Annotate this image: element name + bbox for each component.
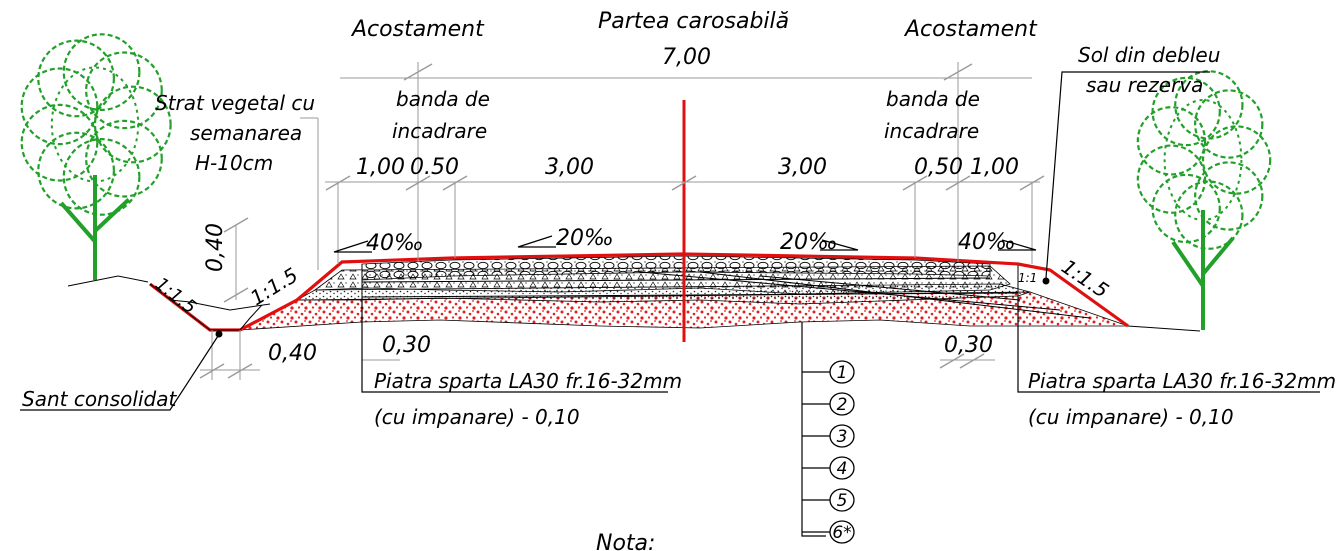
- layer-legend-number: 4: [837, 459, 848, 479]
- tree-foliage: [50, 66, 140, 183]
- tree-foliage: [93, 85, 172, 164]
- tree-foliage: [1174, 180, 1244, 250]
- tree-foliage: [37, 39, 115, 118]
- label-ditch: Sant consolidat: [22, 387, 177, 411]
- layer-legend-circle: [829, 456, 855, 480]
- layer-legend-circle: [829, 424, 855, 448]
- label-carriageway: Partea carosabilă: [598, 9, 789, 34]
- layer-legend-circle: [829, 488, 855, 512]
- tree-foliage: [1194, 161, 1264, 231]
- height-040: 0,40: [203, 223, 228, 272]
- tree-foliage: [62, 137, 141, 216]
- layer-legend-number: 1: [837, 363, 848, 383]
- tree-foliage: [62, 33, 141, 112]
- tree-foliage: [85, 51, 163, 130]
- leader-lines: [20, 71, 1320, 537]
- tree-foliage: [1201, 125, 1272, 195]
- label-banda-right-1: banda de: [886, 87, 980, 111]
- ditch: [149, 283, 271, 338]
- tree-right-icon: [1136, 70, 1272, 330]
- ratio-ditch: 1:1.5: [151, 273, 200, 318]
- label-soil-1: Sol din debleu: [1078, 43, 1220, 67]
- dim-030-right: 0,30: [944, 333, 993, 358]
- tree-foliage: [1163, 99, 1243, 221]
- label-acostament-left: Acostament: [350, 17, 485, 42]
- label-stone-right-2: (cu impanare) - 0,10: [1028, 405, 1234, 429]
- tree-trunk: [59, 175, 131, 280]
- layer-macadam: [361, 255, 991, 281]
- layer-legend-number: 6*: [832, 523, 851, 543]
- layer-line-1: [361, 277, 991, 283]
- ground-line-right: [1127, 325, 1201, 332]
- label-acostament-right: Acostament: [903, 17, 1038, 42]
- label-stone-left-2: (cu impanare) - 0,10: [374, 405, 580, 429]
- slope-left-40: 40‰: [366, 231, 424, 256]
- dim-left-300: 3,00: [545, 155, 594, 180]
- label-vegetal-3: H-10cm: [195, 151, 273, 175]
- tree-foliage: [1136, 144, 1207, 214]
- layer-legend-circle: [829, 520, 855, 544]
- tree-foliage: [37, 131, 115, 210]
- dim-right-100: 1,00: [970, 155, 1019, 180]
- tree-foliage: [1151, 173, 1221, 244]
- tree-foliage: [1194, 89, 1264, 159]
- tree-foliage: [20, 67, 99, 146]
- tree-foliage: [1136, 106, 1207, 176]
- slope-left-20: 20‰: [556, 226, 614, 251]
- layer-legend-number: 5: [837, 491, 848, 511]
- slope-arrows: [333, 235, 1037, 253]
- layer-line-2: [361, 292, 1019, 298]
- ground-line-left: [67, 275, 149, 287]
- tree-foliage: [1151, 76, 1221, 147]
- layer-legend-number: 3: [837, 427, 848, 447]
- layer-legend-number: 2: [837, 395, 848, 415]
- dim-030-left: 0,30: [382, 333, 431, 358]
- layer-legend: 1 2 3 4 5 6*: [802, 360, 855, 544]
- tree-foliage: [85, 119, 163, 198]
- dim-left-100: 1,00: [356, 155, 405, 180]
- label-vegetal-2: semanarea: [190, 121, 302, 145]
- tree-left-icon: [20, 33, 172, 280]
- width-040: 0,40: [268, 341, 317, 366]
- dim-left-050: 0.50: [410, 155, 459, 180]
- label-vegetal-1: Strat vegetal cu: [155, 91, 315, 115]
- diagonal-hatch: [639, 271, 1091, 319]
- tree-trunk: [1171, 210, 1235, 330]
- dimension-lines: [199, 62, 1045, 380]
- tree-foliage: [20, 103, 99, 182]
- tree-foliage: [1174, 70, 1244, 140]
- ratio-small: 1:1: [1018, 271, 1037, 285]
- slope-right-20: 20‰: [780, 230, 838, 255]
- slope-right-40: 40‰: [958, 230, 1016, 255]
- label-soil-2: sau rezerva: [1086, 73, 1203, 97]
- label-banda-left-2: incadrare: [392, 119, 487, 143]
- label-banda-right-2: incadrare: [884, 119, 979, 143]
- label-stone-left-1: Piatra sparta LA30 fr.16-32mm: [374, 369, 682, 393]
- label-nota: Nota:: [596, 531, 655, 551]
- label-banda-left-1: banda de: [396, 87, 490, 111]
- layer-legend-circle: [829, 360, 855, 384]
- dim-right-050: 0,50: [914, 155, 963, 180]
- dim-right-300: 3,00: [778, 155, 827, 180]
- label-carriageway-width: 7,00: [662, 45, 711, 70]
- layer-legend-circle: [829, 392, 855, 416]
- label-stone-right-1: Piatra sparta LA30 fr.16-32mm: [1028, 369, 1336, 393]
